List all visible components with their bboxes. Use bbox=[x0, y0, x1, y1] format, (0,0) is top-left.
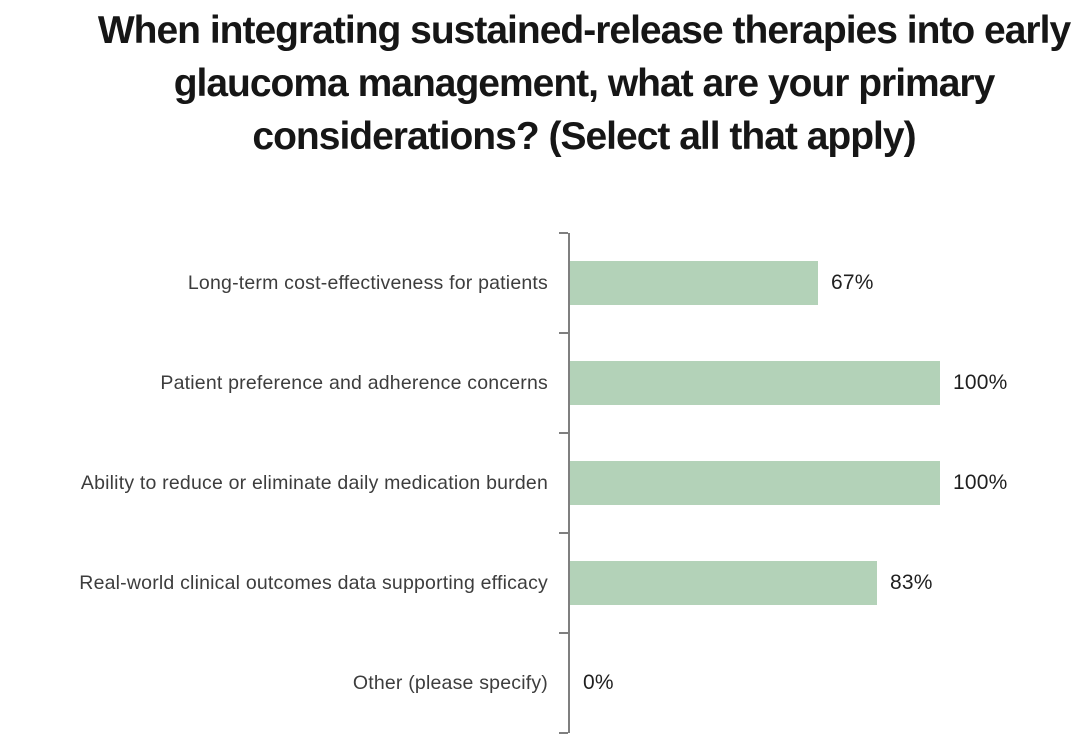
bar-zone: 67% bbox=[570, 233, 1082, 333]
value-label: 67% bbox=[831, 271, 874, 294]
plot-area: Long-term cost-effectiveness for patient… bbox=[0, 232, 1082, 734]
bar-zone: 0% bbox=[570, 633, 1082, 733]
category-label: Real-world clinical outcomes data suppor… bbox=[79, 571, 548, 594]
category-label: Long-term cost-effectiveness for patient… bbox=[187, 271, 548, 294]
bar bbox=[570, 561, 877, 605]
value-label: 100% bbox=[953, 471, 1008, 494]
category-label: Ability to reduce or eliminate daily med… bbox=[80, 471, 548, 494]
bar-zone: 83% bbox=[570, 533, 1082, 633]
chart-row: Other (please specify) 0% bbox=[0, 633, 1082, 733]
bar-zone: 100% bbox=[570, 433, 1082, 533]
value-label: 83% bbox=[890, 571, 933, 594]
chart-row: Patient preference and adherence concern… bbox=[0, 333, 1082, 433]
chart-row: Ability to reduce or eliminate daily med… bbox=[0, 433, 1082, 533]
bar bbox=[570, 361, 940, 405]
chart-row: Long-term cost-effectiveness for patient… bbox=[0, 233, 1082, 333]
value-label: 0% bbox=[583, 671, 614, 694]
y-axis-line bbox=[568, 233, 570, 733]
chart-title: When integrating sustained-release thera… bbox=[97, 9, 1071, 158]
bar-zone: 100% bbox=[570, 333, 1082, 433]
bar bbox=[570, 461, 940, 505]
bar-rows: Long-term cost-effectiveness for patient… bbox=[0, 233, 1082, 733]
chart-row: Real-world clinical outcomes data suppor… bbox=[0, 533, 1082, 633]
category-label: Patient preference and adherence concern… bbox=[160, 371, 548, 394]
value-label: 100% bbox=[953, 371, 1008, 394]
bar bbox=[570, 261, 818, 305]
category-label: Other (please specify) bbox=[352, 671, 548, 694]
